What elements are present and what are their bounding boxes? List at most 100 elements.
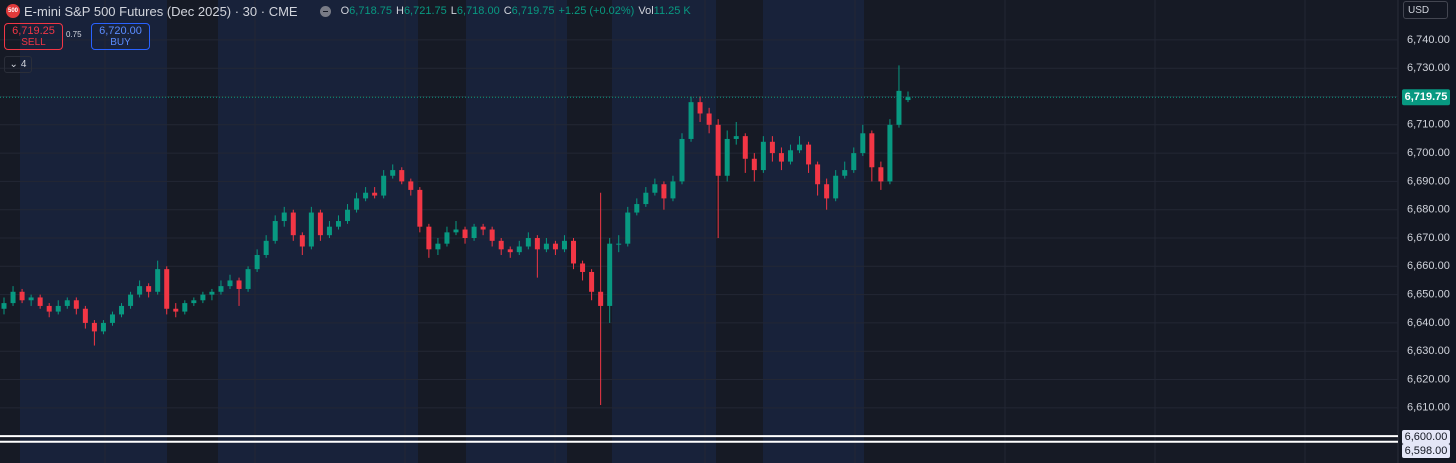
candle-body bbox=[209, 291, 215, 295]
symbol-title: E-mini S&P 500 Futures (Dec 2025) · 30 ·… bbox=[24, 3, 298, 19]
candle-body bbox=[598, 291, 604, 306]
chevron: ⌄ bbox=[9, 59, 18, 70]
ohlc-value: 6,718.75 bbox=[349, 5, 392, 17]
candle-body bbox=[498, 240, 504, 250]
candle-body bbox=[869, 133, 875, 168]
indicator-count: 4 bbox=[20, 59, 27, 70]
candle-body bbox=[73, 300, 79, 309]
hide-button[interactable] bbox=[319, 5, 331, 17]
ohlc-value: 6,719.75 bbox=[511, 5, 555, 17]
y-tick-label: 6,640.00 bbox=[1407, 317, 1450, 329]
candle-body bbox=[462, 229, 468, 239]
candle-body bbox=[625, 212, 631, 244]
session-band bbox=[20, 0, 167, 463]
candle-body bbox=[82, 308, 88, 323]
candle-body bbox=[100, 322, 106, 332]
candle-body bbox=[227, 280, 233, 287]
candle-body bbox=[19, 291, 25, 301]
candle-body bbox=[381, 175, 387, 196]
ohlc-key: O bbox=[340, 5, 350, 17]
ohlc-value: 6,718.00 bbox=[456, 5, 500, 17]
candle-body bbox=[688, 102, 694, 139]
candle-body bbox=[851, 153, 857, 171]
candle-body bbox=[335, 221, 341, 227]
candle-body bbox=[480, 226, 486, 230]
change: +1.25 (+0.02%) bbox=[558, 5, 635, 17]
price-line-box bbox=[1402, 444, 1450, 458]
candle-body bbox=[399, 170, 405, 182]
y-tick-label: 6,660.00 bbox=[1407, 260, 1450, 272]
candle-body bbox=[905, 97, 911, 101]
candle-body bbox=[119, 305, 125, 315]
currency-select[interactable]: USD bbox=[1403, 1, 1448, 19]
candle-body bbox=[263, 240, 269, 255]
price-line-box bbox=[1402, 430, 1450, 444]
candle-body bbox=[561, 240, 567, 250]
y-tick-label: 6,620.00 bbox=[1407, 373, 1450, 385]
price-line-label: 6,598.00 bbox=[1405, 445, 1448, 457]
candle-body bbox=[643, 192, 649, 205]
buy-label: BUY bbox=[110, 36, 131, 48]
candle-body bbox=[37, 297, 43, 306]
ohlc-values: O6,718.75 H6,721.75 L6,718.00 C6,719.75 +1.2… bbox=[341, 5, 691, 17]
candle-body bbox=[760, 141, 766, 171]
candle-body bbox=[489, 229, 495, 241]
candle-body bbox=[715, 124, 721, 176]
y-tick-label: 6,680.00 bbox=[1407, 204, 1450, 216]
candle-body bbox=[887, 124, 893, 182]
candle-body bbox=[453, 229, 459, 233]
candle-body bbox=[1, 303, 7, 309]
candle-body bbox=[236, 280, 242, 289]
candle-body bbox=[670, 181, 676, 199]
candle-body bbox=[661, 184, 667, 199]
candle-body bbox=[173, 308, 179, 312]
candle-body bbox=[28, 297, 34, 301]
candle-body bbox=[372, 192, 378, 196]
vol: 11.25 K bbox=[653, 5, 691, 17]
candle-body bbox=[860, 133, 866, 154]
ohlc-key: C bbox=[503, 5, 512, 17]
candle-body bbox=[164, 269, 170, 309]
buy-button[interactable]: 6,720.00 BUY bbox=[91, 23, 150, 50]
candle-body bbox=[155, 269, 161, 292]
candle-body bbox=[345, 209, 351, 222]
ohlc-item: C6,719.75 bbox=[504, 5, 555, 17]
candle-body bbox=[787, 150, 793, 162]
candle-body bbox=[363, 192, 369, 199]
legend: 500 E-mini S&P 500 Futures (Dec 2025) · … bbox=[6, 2, 691, 20]
candle-body bbox=[616, 243, 622, 245]
price-axis bbox=[1398, 0, 1456, 463]
candle-body bbox=[146, 286, 152, 292]
last-price-box bbox=[1402, 89, 1450, 106]
sell-button[interactable]: 6,719.25 SELL bbox=[4, 23, 63, 50]
price-line-label: 6,600.00 bbox=[1405, 431, 1448, 443]
candle-body bbox=[833, 175, 839, 199]
candle-body bbox=[317, 212, 323, 236]
candle-body bbox=[543, 243, 549, 250]
candle-body bbox=[10, 291, 16, 304]
candle-body bbox=[634, 204, 640, 213]
candle-body bbox=[326, 226, 332, 236]
candle-body bbox=[607, 243, 613, 306]
candle-body bbox=[507, 249, 513, 253]
session-bands bbox=[20, 0, 864, 463]
candle-body bbox=[580, 263, 586, 272]
candle-body bbox=[218, 286, 224, 292]
candle-body bbox=[552, 243, 558, 250]
candle-body bbox=[778, 153, 784, 162]
candle-body bbox=[444, 232, 450, 244]
indicators-toggle[interactable]: ⌄ 4 bbox=[4, 56, 32, 73]
candle-body bbox=[742, 136, 748, 159]
candle-body bbox=[137, 286, 143, 295]
ohlc-key: L bbox=[450, 5, 457, 17]
candle-body bbox=[299, 235, 305, 247]
candle-body bbox=[182, 303, 188, 312]
y-tick-label: 6,630.00 bbox=[1407, 345, 1450, 357]
candle-body bbox=[824, 184, 830, 199]
y-tick-label: 6,650.00 bbox=[1407, 289, 1450, 301]
candle-body bbox=[254, 254, 260, 270]
candle-body bbox=[91, 322, 97, 332]
candle-body bbox=[896, 90, 902, 125]
